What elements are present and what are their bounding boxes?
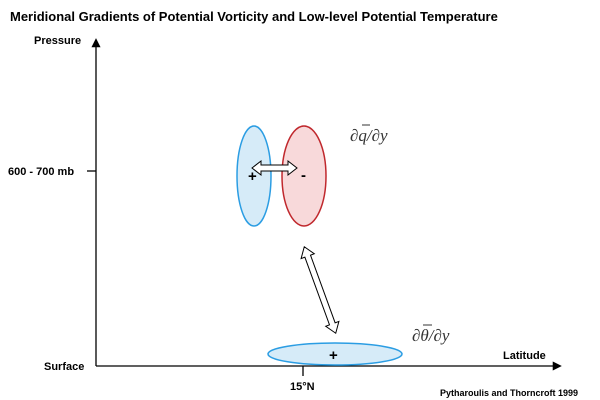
x-axis-label: Latitude bbox=[503, 350, 546, 362]
pv-negative-sign: - bbox=[301, 167, 306, 184]
svg-text:∂q/∂y: ∂q/∂y bbox=[350, 126, 388, 145]
y-axis-label: Pressure bbox=[34, 35, 81, 47]
theta-positive-ellipse bbox=[267, 342, 403, 366]
y-tick-surface: Surface bbox=[44, 361, 84, 373]
y-tick-level: 600 - 700 mb bbox=[8, 166, 74, 178]
q-bar-symbol: q bbox=[358, 126, 367, 145]
pv-gradient-label: ∂q/∂y bbox=[350, 124, 388, 145]
pv-positive-ellipse bbox=[236, 125, 272, 227]
theta-bar-symbol: θ bbox=[420, 326, 428, 345]
credit-text: Pytharoulis and Thorncroft 1999 bbox=[440, 388, 578, 398]
pv-negative-ellipse bbox=[281, 125, 327, 227]
diagram-title: Meridional Gradients of Potential Vortic… bbox=[10, 9, 498, 24]
pv-positive-sign: + bbox=[248, 168, 257, 185]
theta-positive-sign: + bbox=[329, 347, 338, 364]
diagonal-double-arrow bbox=[300, 245, 340, 335]
svg-text:∂θ/∂y: ∂θ/∂y bbox=[412, 326, 450, 345]
theta-gradient-label: ∂θ/∂y bbox=[412, 324, 450, 345]
horizontal-double-arrow bbox=[251, 159, 298, 177]
x-tick-15n: 15°N bbox=[290, 381, 315, 393]
